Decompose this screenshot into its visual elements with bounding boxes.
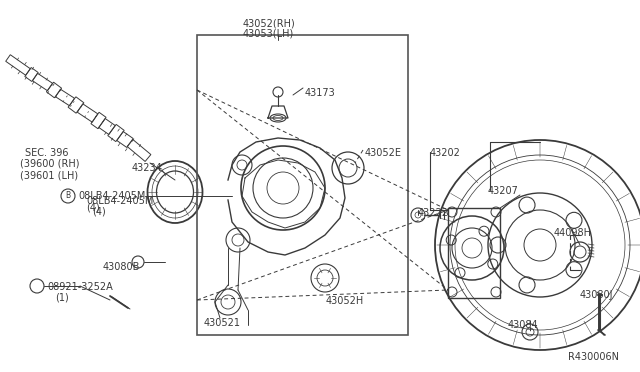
Bar	[448, 208, 500, 298]
Text: 43052E: 43052E	[365, 148, 402, 158]
Text: 43202: 43202	[430, 148, 461, 158]
Text: 43084: 43084	[508, 320, 539, 330]
Text: 43173: 43173	[305, 88, 336, 98]
Text: 43080B: 43080B	[103, 262, 140, 272]
Text: 43234: 43234	[132, 163, 163, 173]
Text: 43052(RH): 43052(RH)	[243, 18, 296, 28]
Text: 08LB4-2405M: 08LB4-2405M	[78, 191, 145, 201]
Text: 43222: 43222	[418, 208, 449, 218]
Bar	[197, 35, 408, 335]
Text: SEC. 396: SEC. 396	[25, 148, 68, 158]
Text: (1): (1)	[55, 293, 68, 303]
Text: (4): (4)	[92, 207, 106, 217]
Text: 43052H: 43052H	[326, 296, 364, 306]
Text: 08LB4-2405M: 08LB4-2405M	[86, 196, 154, 206]
Text: 43053(LH): 43053(LH)	[243, 29, 294, 39]
Text: (39601 (LH): (39601 (LH)	[20, 170, 78, 180]
Text: 08921-3252A: 08921-3252A	[47, 282, 113, 292]
Text: 44098H: 44098H	[554, 228, 592, 238]
Text: B: B	[65, 192, 70, 201]
Text: (4): (4)	[86, 202, 100, 212]
Text: 430521: 430521	[204, 318, 241, 328]
Text: 43207: 43207	[488, 186, 519, 196]
Text: R430006N: R430006N	[568, 352, 619, 362]
Text: 43080J: 43080J	[580, 290, 614, 300]
Text: (39600 (RH): (39600 (RH)	[20, 159, 79, 169]
